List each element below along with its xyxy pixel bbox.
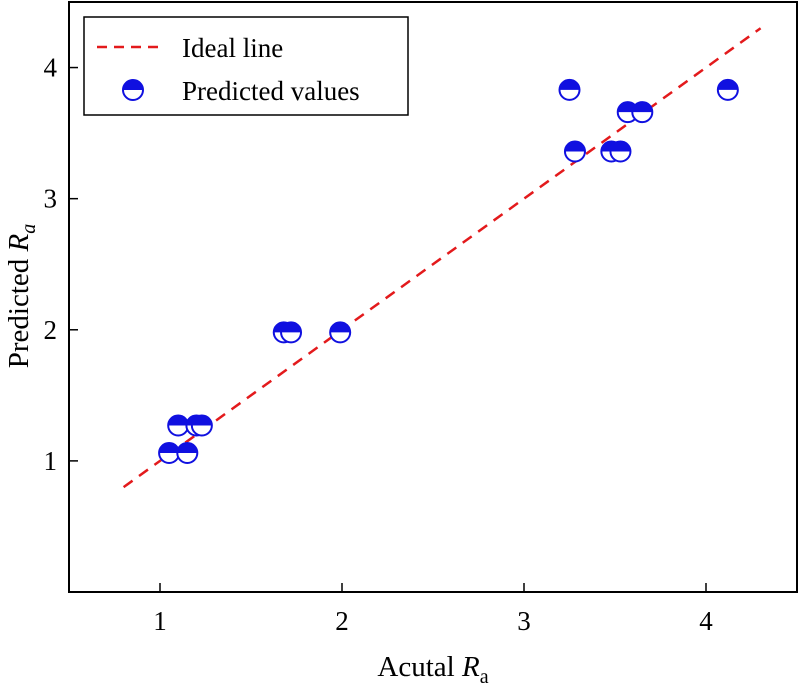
data-point bbox=[716, 78, 739, 101]
y-axis-title-sub: a bbox=[18, 224, 40, 234]
data-point bbox=[176, 442, 199, 465]
data-point bbox=[280, 321, 303, 344]
x-axis-title-var: R bbox=[461, 651, 480, 683]
ticks: 1 2 3 4 1 2 3 4 bbox=[44, 53, 714, 636]
x-axis-title-sub: a bbox=[480, 666, 489, 688]
predicted-points-layer bbox=[158, 78, 739, 465]
data-point bbox=[558, 78, 581, 101]
y-tick-label: 1 bbox=[44, 446, 58, 476]
x-axis-title-text: Acutal bbox=[377, 651, 462, 683]
x-tick-label: 1 bbox=[153, 606, 167, 636]
data-point bbox=[563, 140, 586, 163]
ideal-line-layer bbox=[122, 27, 762, 489]
y-axis-title-var: R bbox=[3, 233, 35, 252]
legend: Ideal line Predicted values bbox=[83, 16, 409, 116]
data-point bbox=[609, 140, 632, 163]
data-point bbox=[190, 414, 213, 437]
x-tick-label: 4 bbox=[699, 606, 713, 636]
legend-predicted-marker bbox=[122, 79, 144, 101]
data-point bbox=[329, 321, 352, 344]
legend-ideal-line-label: Ideal line bbox=[182, 33, 283, 63]
x-tick-label: 2 bbox=[335, 606, 349, 636]
y-axis-title: Predicted Ra bbox=[3, 224, 40, 368]
x-tick-label: 3 bbox=[517, 606, 531, 636]
plot-frame bbox=[68, 1, 798, 593]
data-point bbox=[167, 414, 190, 437]
data-point bbox=[158, 442, 181, 465]
y-tick-label: 3 bbox=[44, 184, 58, 214]
y-tick-label: 2 bbox=[44, 315, 58, 345]
data-point bbox=[631, 101, 654, 124]
legend-predicted-label: Predicted values bbox=[182, 76, 360, 106]
y-tick-label: 4 bbox=[44, 53, 58, 83]
ideal-line bbox=[122, 27, 762, 489]
y-axis-title-text: Predicted bbox=[3, 251, 35, 368]
x-axis-title: Acutal Ra bbox=[377, 651, 488, 688]
